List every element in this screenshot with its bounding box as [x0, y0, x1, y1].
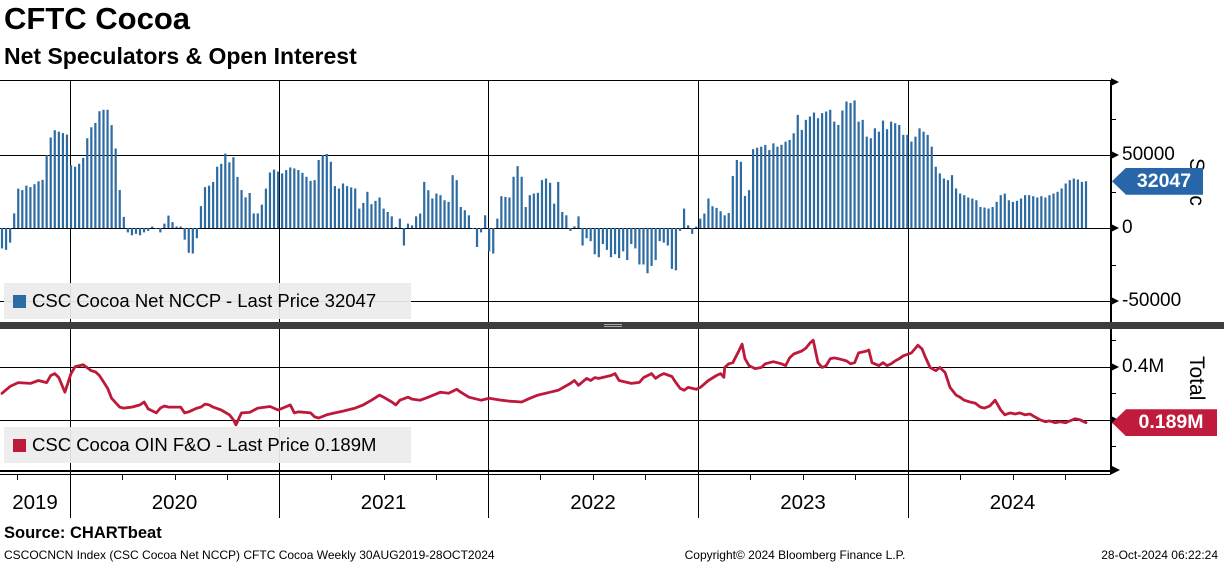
separator-drag-handle-icon[interactable]	[604, 324, 622, 325]
x-axis-year-label: 2024	[989, 491, 1036, 514]
x-axis-subline	[0, 474, 1110, 475]
quarter-tick	[1064, 474, 1066, 480]
year-tick	[698, 470, 699, 518]
x-axis-baseline	[0, 470, 1110, 472]
last-price-badge-spec: 32047	[1112, 167, 1203, 195]
y-tick-label: 50000	[1122, 144, 1175, 165]
year-tick	[488, 470, 489, 518]
x-axis-end-arrow-icon	[1110, 465, 1120, 475]
gridline-year	[908, 80, 909, 470]
quarter-tick	[540, 474, 542, 480]
last-price-badge-total: 0.189M	[1112, 409, 1217, 437]
legend-oin-fo[interactable]: CSC Cocoa OIN F&O - Last Price 0.189M	[4, 427, 411, 463]
quarter-tick	[750, 474, 752, 480]
plot-top-border	[0, 80, 1110, 81]
last-price-spec-value: 32047	[1136, 169, 1192, 192]
quarter-tick	[383, 474, 385, 480]
quarter-tick	[435, 474, 437, 480]
quarter-tick	[122, 474, 124, 480]
quarter-tick	[174, 474, 176, 480]
page-title: CFTC Cocoa	[4, 1, 190, 36]
gridline-year	[70, 80, 71, 470]
gridline-h	[0, 300, 1110, 302]
y-tick-label: 0.4M	[1122, 355, 1165, 377]
x-axis-year-label: 2021	[360, 491, 407, 514]
x-axis-year-label: 2022	[570, 491, 616, 514]
y-tick-minor	[1110, 191, 1116, 193]
y-tick-arrow-icon	[1111, 151, 1119, 159]
axis-top-arrow-icon	[1111, 78, 1119, 86]
y-tick-label: 0	[1122, 217, 1133, 238]
footer-timestamp: 28-Oct-2024 06:22:24	[1101, 548, 1218, 562]
axis-title-total: Total	[1185, 356, 1208, 401]
quarter-tick	[1012, 474, 1014, 480]
quarter-tick	[592, 474, 594, 480]
quarter-tick	[644, 474, 646, 480]
y-tick-minor	[1110, 340, 1116, 342]
legend-oin-fo-label: CSC Cocoa OIN F&O - Last Price 0.189M	[32, 434, 377, 455]
y-tick-arrow-icon	[1111, 224, 1119, 232]
y-tick-minor	[1110, 393, 1116, 395]
y-tick-arrow-icon	[1111, 362, 1119, 371]
quarter-tick	[17, 474, 18, 480]
net-speculators-bar-chart[interactable]	[0, 80, 1110, 322]
year-tick	[279, 470, 280, 518]
y-tick-minor	[1110, 446, 1116, 448]
quarter-tick	[802, 474, 804, 480]
y-tick-label: -50000	[1122, 290, 1182, 311]
open-interest-line-chart[interactable]	[0, 329, 1110, 470]
legend-net-nccp[interactable]: CSC Cocoa Net NCCP - Last Price 32047	[4, 283, 411, 319]
gridline-year	[698, 80, 699, 470]
legend-swatch-blue-icon	[13, 294, 26, 308]
panel-separator[interactable]	[0, 322, 1224, 329]
source-line: Source: CHARTbeat	[4, 524, 162, 542]
x-axis-year-label: 2020	[151, 491, 198, 514]
separator-drag-handle-icon[interactable]	[604, 326, 622, 327]
x-axis-year-label: 2023	[780, 491, 826, 514]
quarter-tick	[960, 474, 962, 480]
chart-subtitle: Net Speculators & Open Interest	[4, 43, 357, 69]
last-price-total-value: 0.189M	[1138, 411, 1204, 434]
footer-copyright: Copyright© 2024 Bloomberg Finance L.P.	[684, 548, 906, 562]
x-axis-year-label: 2019	[12, 491, 58, 514]
gridline-h	[0, 228, 1110, 229]
footer-index-info: CSCOCNCN Index (CSC Cocoa Net NCCP) CFTC…	[4, 548, 495, 562]
gridline-year	[279, 80, 280, 470]
gridline-h	[0, 419, 1110, 421]
gridline-h	[0, 155, 1110, 157]
legend-swatch-red-icon	[13, 438, 26, 452]
quarter-tick	[331, 474, 333, 480]
gridline-h	[0, 366, 1110, 368]
year-tick	[908, 470, 909, 518]
gridline-year	[488, 80, 489, 470]
y-tick-minor	[1110, 118, 1116, 120]
quarter-tick	[226, 474, 228, 480]
right-axis-line	[1110, 80, 1112, 470]
y-tick-arrow-icon	[1111, 297, 1119, 305]
y-tick-arrow-icon	[1111, 415, 1119, 424]
legend-net-nccp-label: CSC Cocoa Net NCCP - Last Price 32047	[32, 290, 377, 311]
year-tick	[70, 470, 71, 518]
y-tick-minor	[1110, 264, 1116, 266]
quarter-tick	[854, 474, 856, 480]
